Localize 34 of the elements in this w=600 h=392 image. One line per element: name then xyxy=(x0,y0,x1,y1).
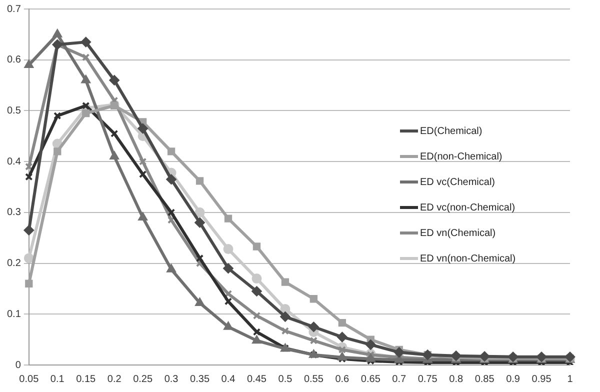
x-tick-label: 0.05 xyxy=(19,374,40,385)
x-tick-label: 0.25 xyxy=(133,374,153,385)
legend-label: ED(non-Chemical) xyxy=(420,151,502,162)
x-tick-label: 0.7 xyxy=(392,374,407,385)
x-tick-label: 0.75 xyxy=(418,374,438,385)
x-tick-label: 0.6 xyxy=(335,374,350,385)
legend-label: ED vc(non-Chemical) xyxy=(420,202,516,214)
x-tick-label: 1 xyxy=(567,374,574,385)
y-tick-label: 0.7 xyxy=(6,4,22,15)
x-tick-label: 0.55 xyxy=(304,374,324,385)
y-tick-label: 0.3 xyxy=(6,207,22,218)
x-tick-label: 0.4 xyxy=(221,374,236,385)
x-tick-label: 0.45 xyxy=(247,374,267,385)
legend-label: ED vn(non-Chemical) xyxy=(420,253,516,264)
legend-label: ED(Chemical) xyxy=(420,126,482,137)
x-tick-label: 0.3 xyxy=(164,374,179,385)
x-tick-label: 0.9 xyxy=(506,374,520,385)
y-tick-label: 0.4 xyxy=(6,156,22,168)
x-tick-label: 0.5 xyxy=(278,374,293,385)
x-tick-label: 0.1 xyxy=(50,374,65,385)
x-tick-label: 0.2 xyxy=(107,374,122,385)
x-tick-label: 0.95 xyxy=(532,374,552,385)
y-tick-label: 0.1 xyxy=(6,308,22,320)
x-tick-label: 0.35 xyxy=(190,374,210,385)
x-tick-label: 0.8 xyxy=(449,374,464,385)
y-tick-label: 0.5 xyxy=(6,105,22,116)
y-tick-label: 0.6 xyxy=(6,54,22,66)
y-tick-label: 0 xyxy=(15,360,22,371)
y-tick-label: 0.2 xyxy=(6,258,22,270)
legend-label: ED vc(Chemical) xyxy=(420,176,496,188)
x-tick-label: 0.85 xyxy=(474,374,495,385)
legend-label: ED vn(Chemical) xyxy=(420,228,496,239)
x-tick-label: 0.15 xyxy=(76,374,96,385)
x-tick-label: 0.65 xyxy=(360,374,381,385)
